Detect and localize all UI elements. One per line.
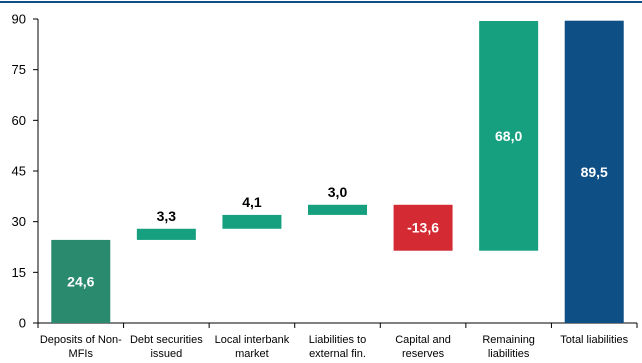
bar <box>136 228 196 240</box>
bar <box>479 21 539 251</box>
bar <box>393 204 453 251</box>
x-category-label-line: liabilities <box>488 348 530 360</box>
bar <box>51 239 111 323</box>
data-label: 3,0 <box>328 184 348 200</box>
x-category-label-line: MFIs <box>69 348 94 360</box>
x-category-label: Deposits of Non- MFIs <box>40 334 122 360</box>
x-category-label-line: Deposits of Non- <box>40 334 122 346</box>
x-category-label-line: Capital and <box>395 334 451 346</box>
data-label: 68,0 <box>495 128 522 144</box>
x-category-label: Debt securities issued <box>130 334 203 360</box>
x-category-label-line: Debt securities <box>130 334 203 346</box>
bars <box>51 20 624 323</box>
x-category-label: Local interbank market <box>215 334 290 360</box>
x-category-label: Total liabilities <box>560 334 628 346</box>
x-category-label-line: reserves <box>402 348 445 360</box>
x-category-label-line: Local interbank <box>215 334 290 346</box>
bar <box>308 204 367 215</box>
y-tick-label: 45 <box>12 164 26 179</box>
data-label: 4,1 <box>242 194 262 210</box>
data-label: 3,3 <box>157 208 177 224</box>
y-tick-label: 0 <box>19 316 26 331</box>
y-tick-label: 90 <box>12 12 26 27</box>
x-category-label: Liabilities to external fin. <box>309 334 366 360</box>
y-tick-label: 75 <box>12 62 26 77</box>
x-category-label-line: issued <box>150 348 182 360</box>
bar <box>222 214 282 229</box>
x-category-label-line: Total liabilities <box>560 334 628 346</box>
y-tick-label: 30 <box>12 214 26 229</box>
bar <box>564 20 624 323</box>
x-category-label-line: Liabilities to <box>309 334 366 346</box>
x-axis: Deposits of Non- MFIs Debt securities issue… <box>37 322 638 360</box>
x-category-label-line: Remaining <box>482 334 535 346</box>
y-axis: 0 15 30 45 60 75 90 <box>12 12 39 331</box>
y-tick-label: 60 <box>12 113 26 128</box>
data-label: -13,6 <box>407 220 439 236</box>
data-label: 89,5 <box>581 164 608 180</box>
y-tick-label: 15 <box>12 265 26 280</box>
x-category-label: Remaining liabilities <box>482 334 535 360</box>
data-label: 24,6 <box>67 273 94 289</box>
x-category-label-line: external fin. <box>309 348 366 360</box>
data-labels: 24,6 3,3 4,1 3,0 -13,6 68,0 89,5 <box>67 128 608 290</box>
x-category-label-line: market <box>235 348 269 360</box>
x-category-label: Capital and reserves <box>395 334 451 360</box>
